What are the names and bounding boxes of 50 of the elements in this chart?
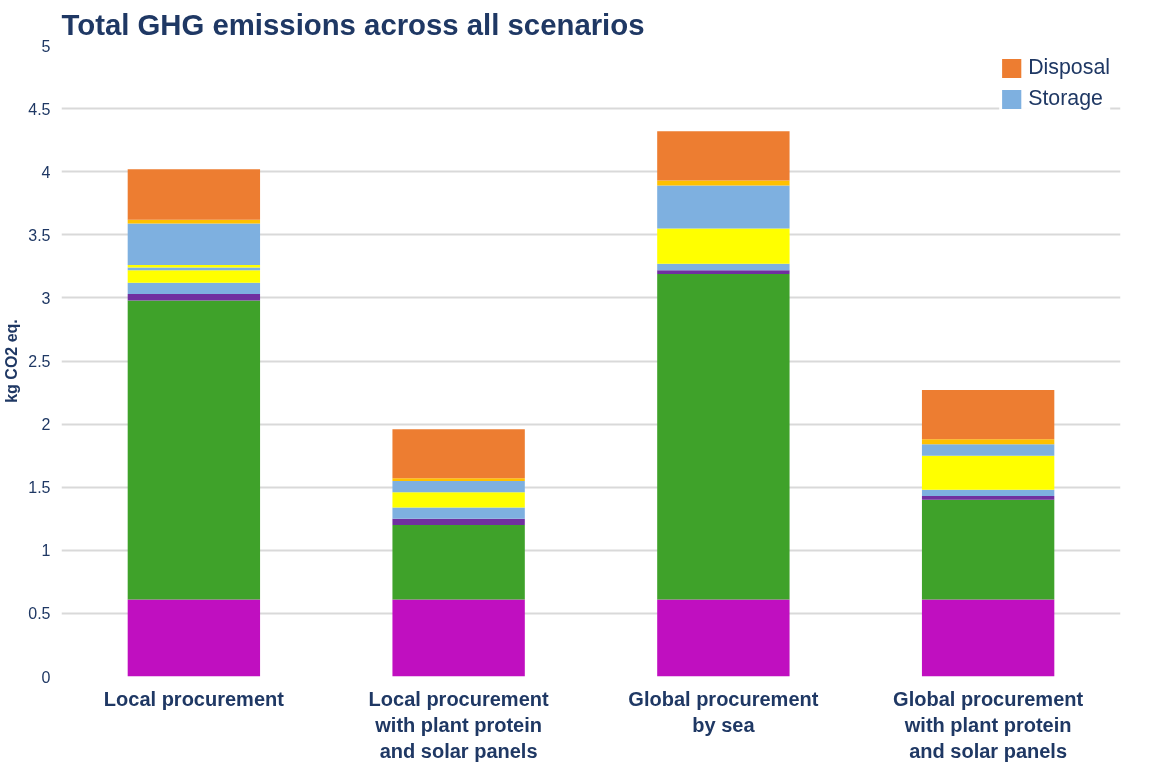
bar [921, 455, 1055, 490]
y-tick-label: 2 [41, 416, 51, 434]
bar [921, 499, 1055, 600]
bar [392, 518, 525, 526]
chart-title: Total GHG emissions across all scenarios [61, 7, 645, 41]
bar [921, 599, 1055, 677]
y-tick-label: 0 [41, 668, 51, 686]
bar [921, 390, 1055, 440]
bar [921, 496, 1055, 500]
bar [127, 270, 261, 283]
bar [392, 525, 525, 600]
bar [392, 480, 525, 493]
y-tick-label: 4.5 [28, 100, 51, 118]
bar [127, 169, 261, 220]
bar [127, 300, 261, 600]
bar [657, 180, 790, 186]
y-tick-label: 5 [41, 37, 51, 55]
bar [392, 507, 525, 519]
bar [392, 429, 525, 479]
bar [921, 489, 1055, 497]
bar [921, 444, 1055, 456]
bar [392, 492, 525, 508]
y-tick-label: 2.5 [28, 353, 51, 370]
bar [657, 599, 790, 677]
x-tick-label: Local procurement [103, 687, 285, 710]
y-axis-title: kg CO2 eq. [3, 319, 21, 403]
y-tick-label: 1.5 [28, 479, 51, 497]
legend-label: Disposal [1028, 55, 1110, 80]
bar [657, 185, 790, 229]
bar [127, 223, 261, 266]
y-tick-label: 0.5 [28, 605, 51, 623]
bar [127, 599, 261, 677]
bar [127, 294, 261, 301]
bar [921, 439, 1055, 445]
x-tick-label: Global procurement with plant protein and solar panels [893, 687, 1084, 763]
x-tick-label: Local procurement with plant protein and solar panels [368, 687, 549, 763]
bar [657, 270, 790, 274]
bar [657, 228, 790, 264]
bar [127, 282, 261, 295]
legend-label: Storage [1028, 86, 1103, 111]
bar [657, 273, 790, 600]
y-tick-label: 1 [41, 542, 51, 560]
bar [392, 599, 525, 677]
bar [657, 131, 790, 181]
y-tick-label: 4 [41, 163, 51, 181]
bar [657, 263, 790, 271]
bar [392, 478, 525, 481]
x-tick-label: Global procurement by sea [628, 687, 819, 736]
y-tick-label: 3.5 [28, 226, 51, 244]
y-tick-label: 3 [41, 289, 51, 307]
